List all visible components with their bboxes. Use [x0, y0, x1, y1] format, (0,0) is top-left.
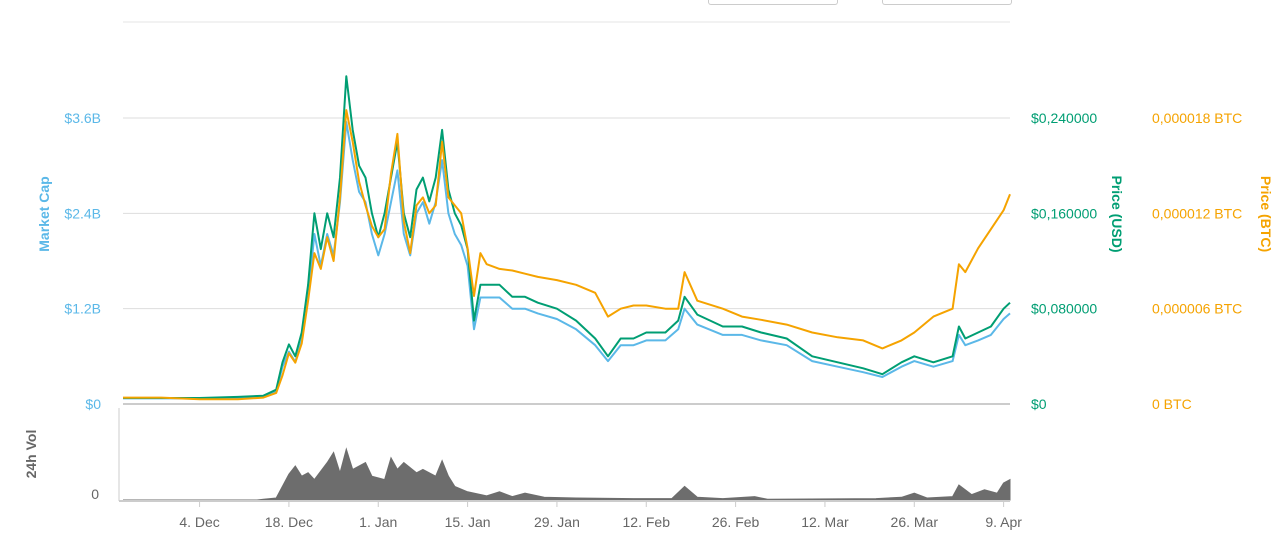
range-selector-end[interactable] — [882, 0, 1012, 5]
market-cap-axis-title: Market Cap — [36, 176, 52, 251]
x-tick-label: 26. Feb — [712, 514, 760, 530]
usd-price-tick-label: $0 — [1031, 396, 1047, 412]
x-tick-label: 18. Dec — [265, 514, 313, 530]
usd-price-tick-label: $0,160000 — [1031, 205, 1097, 221]
volume-area — [123, 447, 1011, 501]
market-cap-tick-label: $1.2B — [64, 301, 101, 317]
market-cap-tick-label: $2.4B — [64, 205, 101, 221]
axis-labels-layer: $0 $1.2B $2.4B $3.6B $0 $0,080000 $0,160000 $0,… — [23, 110, 1274, 530]
x-tick-label: 26. Mar — [891, 514, 939, 530]
x-tick-label: 12. Feb — [623, 514, 671, 530]
market-cap-tick-label: $0 — [85, 396, 101, 412]
series-line-usd — [123, 75, 1011, 399]
usd-price-axis-title: Price (USD) — [1109, 175, 1125, 252]
series-lines-layer — [123, 75, 1011, 401]
x-tick-label: 4. Dec — [179, 514, 219, 530]
btc-price-tick-label: 0,000006 BTC — [1152, 301, 1242, 317]
x-tick-label: 12. Mar — [801, 514, 849, 530]
btc-price-tick-label: 0,000018 BTC — [1152, 110, 1242, 126]
axes-layer — [118, 403, 1010, 507]
x-tick-label: 1. Jan — [359, 514, 397, 530]
volume-area-layer — [123, 447, 1011, 501]
series-line-marketcap — [123, 121, 1011, 400]
x-tick-label: 9. Apr — [985, 514, 1022, 530]
range-selector-start[interactable] — [708, 0, 838, 5]
usd-price-tick-label: $0,080000 — [1031, 301, 1097, 317]
market-cap-tick-label: $3.6B — [64, 110, 101, 126]
gridlines — [123, 117, 1010, 310]
btc-price-tick-label: 0,000012 BTC — [1152, 205, 1242, 221]
volume-tick-label: 0 — [91, 486, 99, 502]
usd-price-tick-label: $0,240000 — [1031, 110, 1097, 126]
volume-axis-title: 24h Vol — [23, 430, 39, 479]
btc-price-tick-label: 0 BTC — [1152, 396, 1192, 412]
x-tick-label: 29. Jan — [534, 514, 580, 530]
series-line-btc — [123, 109, 1011, 401]
x-tick-label: 15. Jan — [445, 514, 491, 530]
btc-price-axis-title: Price (BTC) — [1258, 176, 1274, 252]
